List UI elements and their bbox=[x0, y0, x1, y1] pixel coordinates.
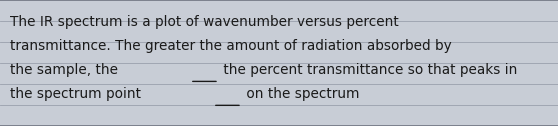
Text: transmittance. The greater the amount of radiation absorbed by: transmittance. The greater the amount of… bbox=[10, 39, 452, 53]
Text: the sample, the: the sample, the bbox=[10, 63, 122, 77]
Text: The IR spectrum is a plot of wavenumber versus percent: The IR spectrum is a plot of wavenumber … bbox=[10, 15, 399, 29]
Text: the percent transmittance so that peaks in: the percent transmittance so that peaks … bbox=[219, 63, 517, 77]
Text: on the spectrum: on the spectrum bbox=[242, 87, 359, 101]
Text: the spectrum point: the spectrum point bbox=[10, 87, 146, 101]
